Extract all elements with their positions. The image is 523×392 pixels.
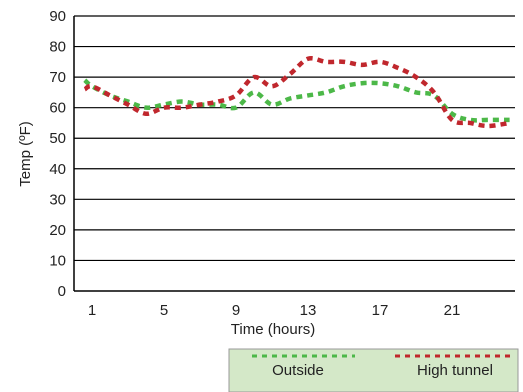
legend-label-outside: Outside bbox=[272, 362, 324, 379]
series-lines bbox=[83, 56, 510, 129]
x-tick-label: 9 bbox=[232, 302, 240, 319]
x-tick-label: 1 bbox=[88, 302, 96, 319]
x-tick-label: 5 bbox=[160, 302, 168, 319]
y-tick-label: 70 bbox=[49, 69, 66, 86]
x-axis-label: Time (hours) bbox=[231, 321, 315, 338]
x-tick-labels: 1 5 9 13 17 21 bbox=[88, 302, 461, 319]
y-tick-label: 50 bbox=[49, 130, 66, 147]
series-line-high-tunnel bbox=[83, 56, 510, 129]
y-tick-label: 60 bbox=[49, 100, 66, 117]
x-tick-label: 21 bbox=[444, 302, 461, 319]
gridlines bbox=[74, 15, 515, 292]
y-tick-label: 40 bbox=[49, 161, 66, 178]
y-tick-label: 0 bbox=[58, 283, 66, 300]
x-tick-label: 17 bbox=[372, 302, 389, 319]
y-tick-label: 80 bbox=[49, 39, 66, 56]
legend-label-high-tunnel: High tunnel bbox=[417, 362, 493, 379]
series-line-outside bbox=[83, 78, 510, 123]
y-tick-label: 10 bbox=[49, 252, 66, 269]
y-axis-label: Temp (ºF) bbox=[17, 121, 34, 186]
legend: Outside High tunnel bbox=[228, 348, 519, 392]
x-tick-label: 13 bbox=[300, 302, 317, 319]
y-tick-labels: 0 10 20 30 40 50 60 70 80 90 bbox=[49, 8, 66, 300]
y-tick-label: 30 bbox=[49, 191, 66, 208]
y-tick-label: 20 bbox=[49, 222, 66, 239]
y-tick-label: 90 bbox=[49, 8, 66, 25]
